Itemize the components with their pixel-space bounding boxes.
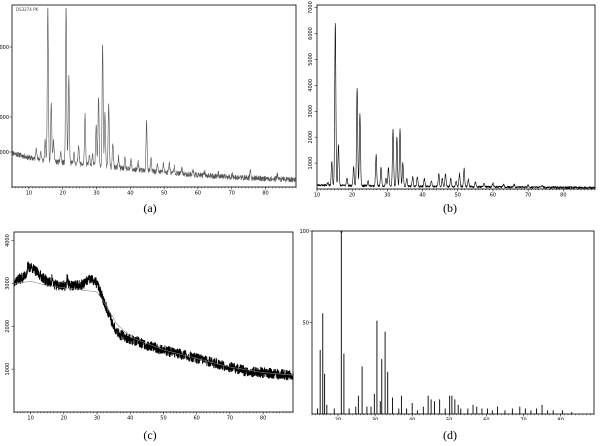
x-tick-label: 20	[60, 191, 66, 197]
peak-annotation: *	[340, 231, 343, 237]
x-tick-label: 10	[27, 416, 33, 421]
y-tick-label: 1000	[5, 363, 11, 376]
x-tick-label: 80	[262, 191, 268, 197]
chart-a: DS3274 PK 10 20 30 40 50 60 70 80 5000 10000 20000	[0, 4, 297, 197]
x-tick-label: 20	[61, 416, 67, 421]
caption-a: (a)	[143, 201, 157, 215]
x-tick-label: 50	[455, 193, 461, 199]
caption-c: (c)	[143, 428, 157, 442]
chart-b: 10 20 30 40 50 60 70 80 1000 2000 3000 4000 5000 6000…	[308, 1, 596, 199]
x-tick-label: 70	[520, 418, 526, 421]
x-tick-label: 70	[227, 416, 233, 421]
y-tick-label: 20000	[0, 45, 9, 51]
x-tick-label: 40	[419, 193, 425, 199]
diffraction-trace	[316, 23, 596, 189]
x-tick-label: 60	[483, 418, 489, 421]
x-tick-label: 60	[193, 416, 199, 421]
x-tick-label: 50	[160, 416, 166, 421]
x-tick-label: 80	[260, 416, 266, 421]
y-tick-label: 100	[300, 229, 309, 235]
plot-frame	[316, 4, 596, 190]
x-tick-label: 50	[446, 418, 452, 421]
y-tick-label: 5000	[0, 150, 9, 156]
smoothed-background-line	[13, 281, 294, 376]
plot-frame	[311, 230, 595, 415]
x-tick-label: 70	[229, 191, 235, 197]
y-tick-label: 4000	[5, 234, 11, 247]
x-tick-label: 10	[314, 193, 320, 199]
x-tick-label: 40	[409, 418, 415, 421]
caption-d: (d)	[443, 428, 457, 442]
y-tick-label: 2000	[5, 320, 11, 333]
y-tick-label: 1000	[308, 157, 314, 170]
x-tick-label: 70	[525, 193, 531, 199]
y-tick-label: 6000	[308, 27, 314, 40]
chart-d: 20 30 40 50 60 70 80 50 100 *	[300, 229, 595, 421]
x-tick-label: 60	[490, 193, 496, 199]
x-tick-label: 30	[372, 418, 378, 421]
x-tick-label: 80	[557, 418, 563, 421]
x-tick-label: 50	[161, 191, 167, 197]
y-tick-label: 3000	[308, 105, 314, 118]
diffraction-trace	[11, 7, 297, 183]
y-tick-label: 2000	[308, 131, 314, 144]
x-tick-label: 60	[195, 191, 201, 197]
x-tick-label: 10	[26, 191, 32, 197]
y-tick-label: 50	[303, 320, 309, 326]
x-tick-label: 80	[560, 193, 566, 199]
x-tick-label: 40	[127, 191, 133, 197]
x-tick-label: 40	[127, 416, 133, 421]
x-tick-label: 30	[93, 191, 99, 197]
x-tick-label: 30	[94, 416, 100, 421]
y-tick-label: 3000	[5, 277, 11, 290]
y-tick-label: 7000	[308, 1, 314, 14]
y-tick-label: 10000	[0, 115, 9, 121]
x-tick-label: 20	[349, 193, 355, 199]
y-tick-label: 4000	[308, 79, 314, 92]
caption-b: (b)	[443, 201, 457, 215]
x-tick-label: 30	[384, 193, 390, 199]
chart-c: 10 20 30 40 50 60 70 80 1000 2000 3000 4000	[5, 231, 294, 421]
chart-header-text: DS3274 PK	[16, 7, 38, 12]
x-tick-label: 20	[335, 418, 341, 421]
plot-frame	[11, 4, 297, 188]
plot-frame	[13, 231, 294, 413]
y-tick-label: 5000	[308, 53, 314, 66]
